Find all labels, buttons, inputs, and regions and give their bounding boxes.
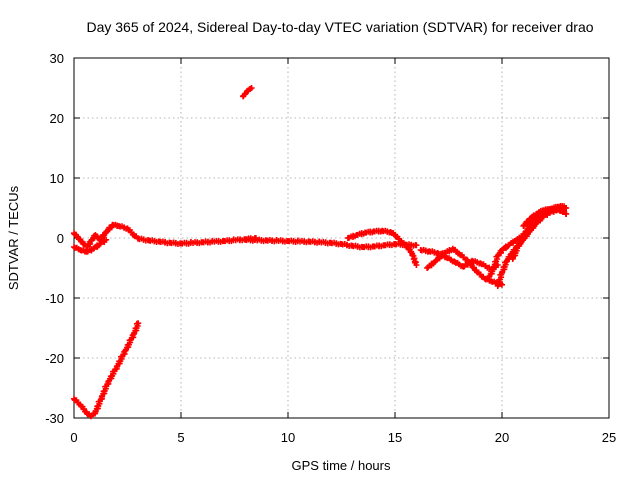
x-tick-label: 0 (70, 430, 77, 445)
series-arc-f (344, 227, 420, 268)
x-tick-label: 10 (281, 430, 295, 445)
data-point (103, 236, 110, 243)
x-tick-label: 15 (388, 430, 402, 445)
data-point (135, 320, 142, 327)
y-tick-label: 10 (50, 171, 64, 186)
data-point (563, 211, 570, 217)
data-points (71, 85, 570, 420)
y-tick-label: -10 (45, 291, 64, 306)
y-tick-label: 0 (57, 231, 64, 246)
data-point (413, 242, 420, 249)
data-point (561, 203, 568, 210)
x-tick-label: 20 (495, 430, 509, 445)
series-arc-l (509, 203, 568, 262)
series-arc-c (71, 236, 110, 255)
series-arc-b (71, 221, 259, 250)
series-arc-h (424, 245, 505, 288)
series-arc-a (71, 320, 142, 420)
data-point (413, 262, 420, 268)
x-axis-label: GPS time / hours (292, 458, 391, 473)
series-arc-d (240, 85, 255, 100)
y-axis-label: SDTVAR / TECUs (6, 185, 21, 290)
y-tick-label: 20 (50, 111, 64, 126)
y-tick-labels: -30 -20 -10 0 10 20 30 (45, 51, 64, 426)
y-tick-label: -20 (45, 351, 64, 366)
y-tick-label: -30 (45, 411, 64, 426)
y-tick-label: 30 (50, 51, 64, 66)
data-point (477, 260, 484, 267)
series-arc-e (242, 236, 420, 251)
x-tick-label: 5 (177, 430, 184, 445)
data-point (248, 85, 255, 91)
chart-title: Day 365 of 2024, Sidereal Day-to-day VTE… (86, 19, 593, 35)
x-tick-label: 25 (602, 430, 616, 445)
x-tick-labels: 0 5 10 15 20 25 (70, 430, 616, 445)
